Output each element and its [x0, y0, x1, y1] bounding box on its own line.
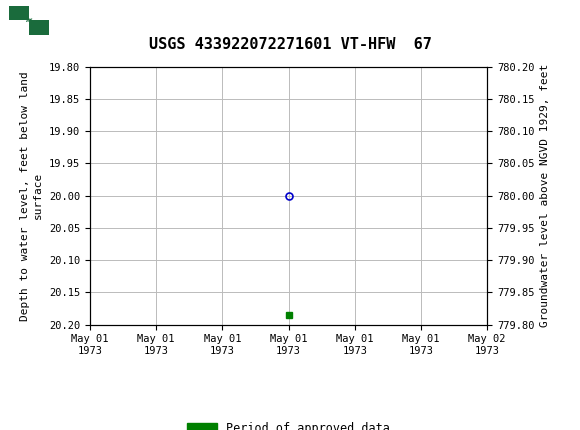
Y-axis label: Depth to water level, feet below land
surface: Depth to water level, feet below land su… [20, 71, 44, 320]
FancyBboxPatch shape [9, 20, 29, 35]
Legend: Period of approved data: Period of approved data [183, 418, 394, 430]
FancyBboxPatch shape [9, 6, 29, 20]
FancyBboxPatch shape [29, 20, 49, 35]
Y-axis label: Groundwater level above NGVD 1929, feet: Groundwater level above NGVD 1929, feet [540, 64, 550, 327]
FancyBboxPatch shape [29, 6, 49, 20]
Text: USGS 433922072271601 VT-HFW  67: USGS 433922072271601 VT-HFW 67 [148, 37, 432, 52]
Text: ≈: ≈ [25, 15, 33, 25]
Text: USGS: USGS [61, 12, 116, 29]
